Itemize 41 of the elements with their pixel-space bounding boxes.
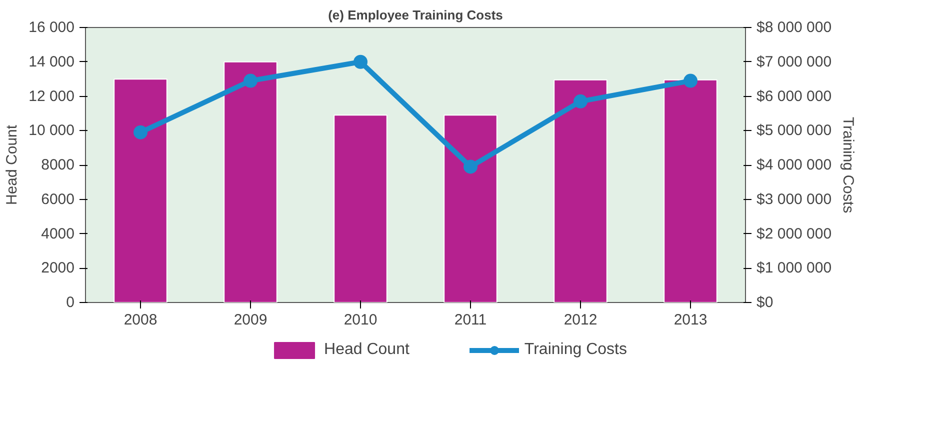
legend-label: Head Count <box>324 340 410 358</box>
y2-tick-label: $6 000 000 <box>756 88 832 105</box>
bar <box>334 114 388 302</box>
x-tick-label: 2012 <box>564 312 598 328</box>
x-tick-label: 2013 <box>674 312 708 328</box>
y2-tick-label: $0 <box>756 294 774 311</box>
y2-tick-label: $4 000 000 <box>756 156 832 174</box>
point <box>684 74 698 88</box>
bar <box>444 114 498 302</box>
y-tick-label: 6000 <box>41 190 75 208</box>
point <box>354 54 368 69</box>
y-tick-label: 8000 <box>41 156 75 174</box>
point <box>134 125 148 140</box>
x-tick-label: 2009 <box>234 312 268 328</box>
y2-tick-label: $3 000 000 <box>756 190 832 208</box>
x-tick-label: 2008 <box>124 312 158 328</box>
point <box>574 94 588 108</box>
y2-axis-title: Training Costs <box>840 116 857 214</box>
chart-title: (e) Employee Training Costs <box>328 8 503 22</box>
y-tick-label: 10 000 <box>28 122 75 140</box>
bar <box>224 61 278 302</box>
y2-tick-label: $7 000 000 <box>756 53 832 70</box>
y-tick-label: 16 000 <box>28 19 75 36</box>
y-tick-label: 0 <box>66 294 74 311</box>
bar <box>554 79 608 302</box>
point <box>244 74 258 88</box>
y2-tick-label: $1 000 000 <box>756 260 832 277</box>
y-tick-label: 14 000 <box>28 53 75 70</box>
legend-label: Training Costs <box>524 340 627 358</box>
y2-tick-label: $5 000 000 <box>756 122 832 140</box>
x-tick-label: 2010 <box>344 312 378 328</box>
y2-tick-label: $2 000 000 <box>756 225 832 242</box>
y-tick-label: 4000 <box>41 225 75 242</box>
y-tick-label: 2000 <box>41 260 75 277</box>
point <box>464 160 478 174</box>
y-tick-label: 12 000 <box>28 88 75 105</box>
bar <box>664 79 718 302</box>
x-tick-label: 2011 <box>454 312 487 328</box>
y-axis-title: Head Count <box>4 124 21 206</box>
y2-tick-label: $8 000 000 <box>756 19 832 36</box>
bar <box>114 78 168 302</box>
